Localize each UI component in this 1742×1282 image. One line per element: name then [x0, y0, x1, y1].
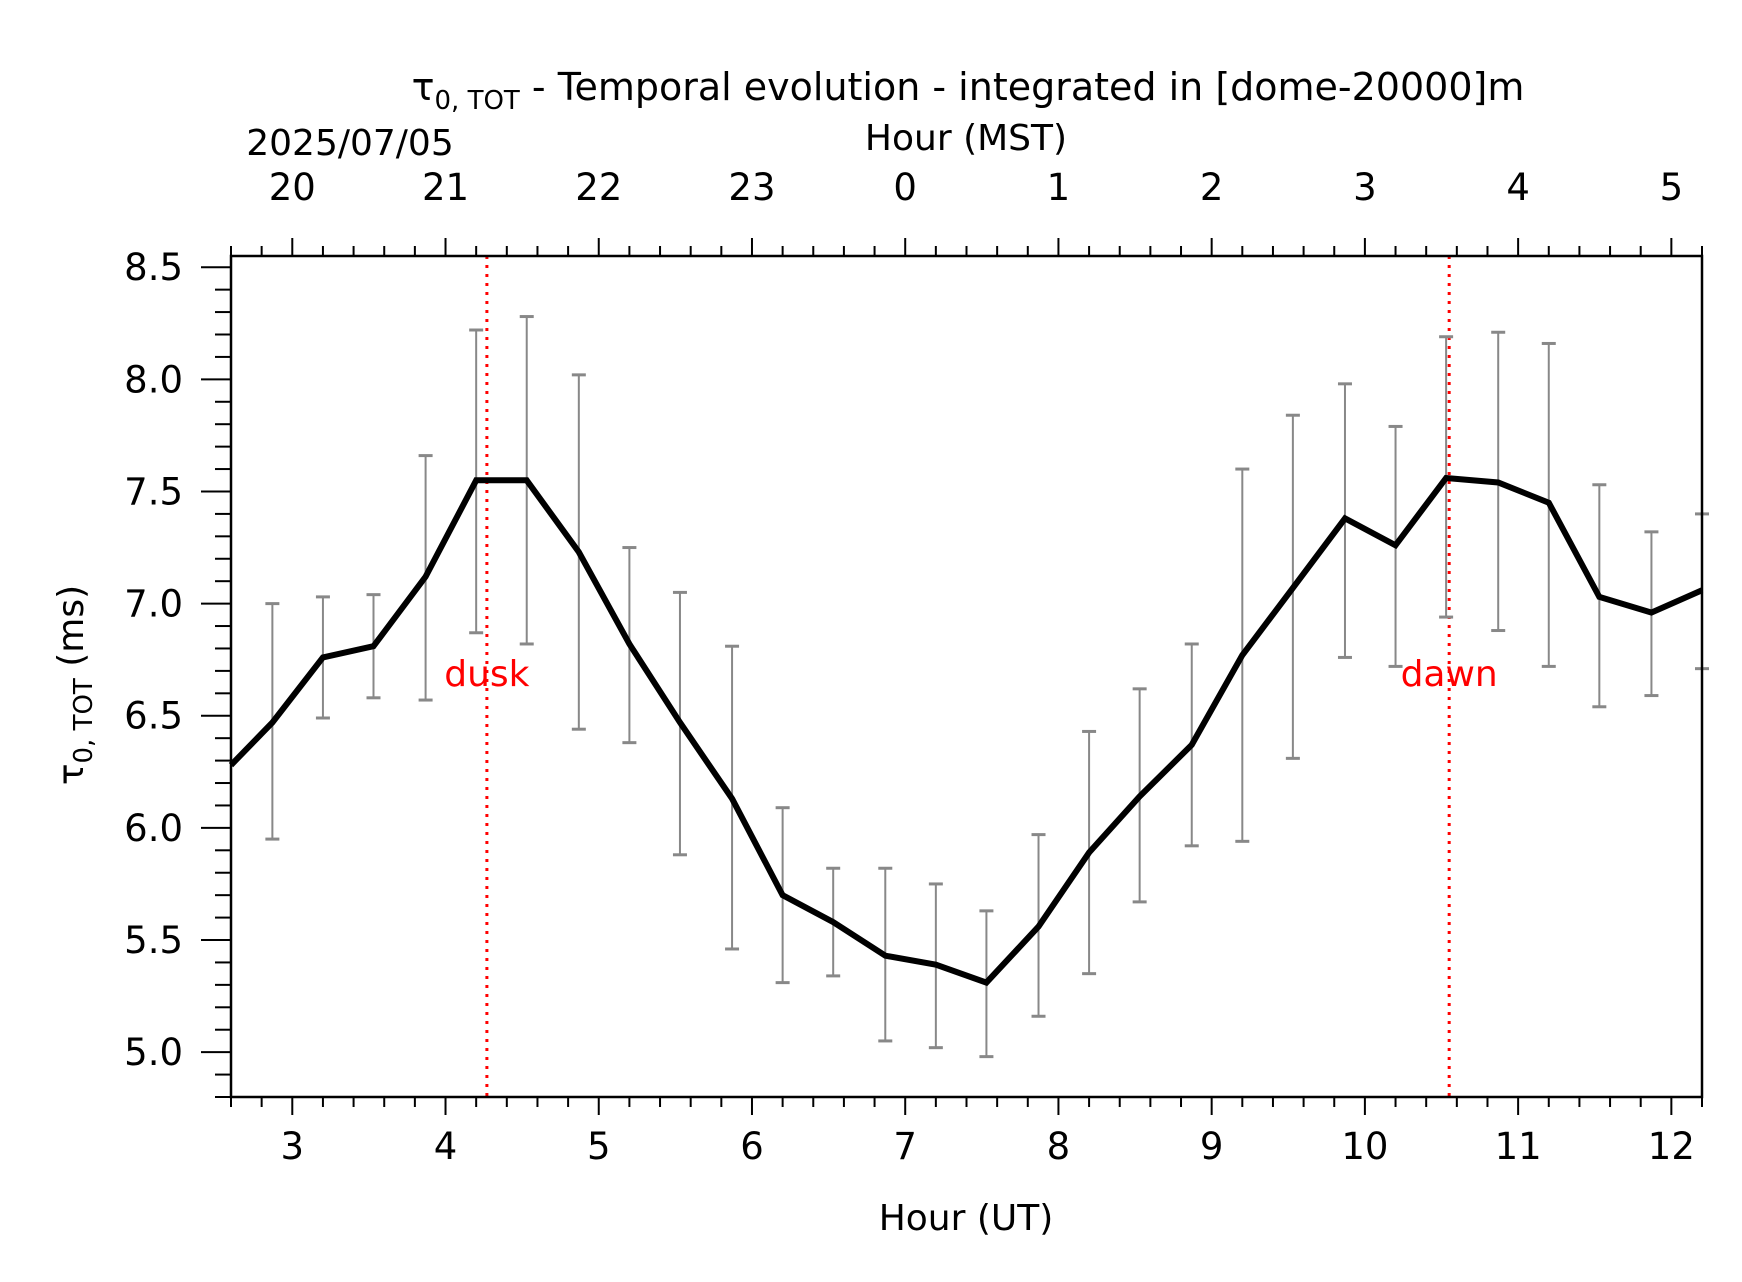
- top-tick-label: 2: [1200, 166, 1224, 209]
- series-line: [228, 474, 1704, 987]
- annotation-label-dusk: dusk: [444, 654, 529, 695]
- date-label: 2025/07/05: [246, 123, 454, 164]
- top-tick-label: 22: [575, 166, 622, 209]
- y-tick-label: 8.0: [124, 358, 183, 401]
- top-tick-label: 0: [893, 166, 917, 209]
- y-tick-label: 6.5: [124, 695, 183, 738]
- x-tick-label: 5: [587, 1125, 611, 1168]
- y-axis-title: τ0, TOT (ms): [51, 585, 99, 785]
- top-tick-label: 20: [269, 166, 316, 209]
- series-layer: [228, 474, 1704, 987]
- top-tick-label: 1: [1047, 166, 1071, 209]
- top-tick-label: 21: [422, 166, 469, 209]
- top-tick-label: 5: [1660, 166, 1684, 209]
- y-tick-label: 5.5: [124, 919, 183, 962]
- top-tick-label: 3: [1353, 166, 1377, 209]
- x-tick-label: 12: [1648, 1125, 1695, 1168]
- x-tick-label: 11: [1495, 1125, 1542, 1168]
- y-tick-label: 7.0: [124, 583, 183, 626]
- annotation-label-dawn: dawn: [1401, 654, 1498, 695]
- x-tick-label: 10: [1341, 1125, 1388, 1168]
- axis-ticks: [201, 238, 1703, 1115]
- chart-title: τ0, TOT - Temporal evolution - integrate…: [412, 65, 1525, 116]
- top-x-axis-title: Hour (MST): [865, 118, 1067, 159]
- x-tick-label: 6: [740, 1125, 764, 1168]
- y-tick-label: 8.5: [124, 246, 183, 289]
- x-tick-label: 3: [281, 1125, 305, 1168]
- y-tick-label: 7.5: [124, 470, 183, 513]
- x-tick-label: 7: [893, 1125, 917, 1168]
- x-tick-label: 4: [434, 1125, 458, 1168]
- x-axis-title: Hour (UT): [879, 1198, 1054, 1239]
- x-tick-label: 9: [1200, 1125, 1224, 1168]
- x-tick-label: 8: [1047, 1125, 1071, 1168]
- annotation-lines: [485, 256, 1451, 1097]
- y-tick-label: 5.0: [124, 1031, 183, 1074]
- y-tick-label: 6.0: [124, 807, 183, 850]
- top-tick-label: 4: [1506, 166, 1530, 209]
- top-tick-label: 23: [728, 166, 775, 209]
